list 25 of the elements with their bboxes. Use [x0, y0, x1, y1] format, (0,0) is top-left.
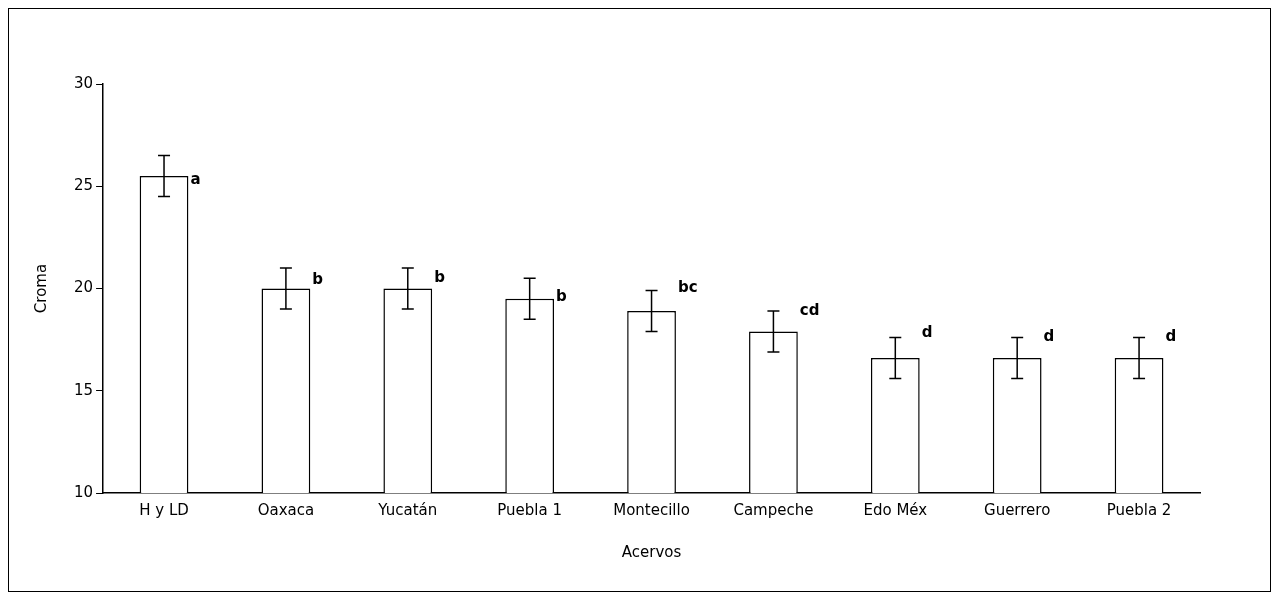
y-tick-label: 20 [73, 278, 94, 297]
y-tick-label: 25 [73, 176, 94, 195]
annotation: b [312, 270, 324, 289]
annotation: bc [677, 278, 698, 297]
x-tick-label: Edo Méx [863, 500, 928, 519]
annotation: b [556, 286, 568, 305]
x-axis-title: Acervos [621, 542, 682, 561]
x-tick-label: Campeche [733, 500, 814, 519]
annotation: d [921, 323, 933, 342]
y-tick-label: 15 [73, 380, 94, 399]
annotation: cd [799, 300, 820, 319]
x-tick-label: Guerrero [984, 500, 1051, 519]
x-tick-label: Montecillo [613, 500, 690, 519]
x-tick-label: Puebla 1 [497, 500, 563, 519]
annotation: b [434, 268, 446, 287]
x-tick-label: Puebla 2 [1106, 500, 1172, 519]
x-tick-label: Oaxaca [257, 500, 315, 519]
y-axis-title: Croma [31, 263, 50, 314]
x-tick-label: Yucatán [377, 500, 438, 519]
x-tick-label: H y LD [139, 500, 189, 519]
annotation: d [1043, 327, 1055, 346]
annotation: a [190, 170, 201, 189]
y-tick-label: 30 [73, 73, 94, 92]
annotation: d [1165, 327, 1177, 346]
y-tick-label: 10 [73, 482, 94, 501]
